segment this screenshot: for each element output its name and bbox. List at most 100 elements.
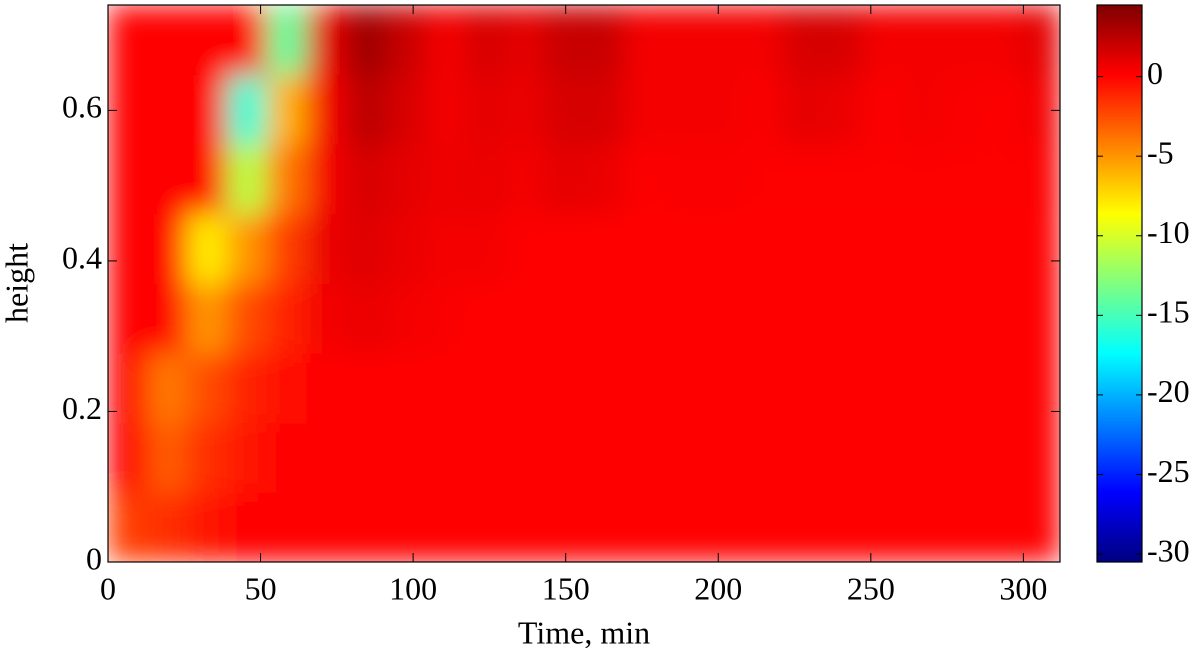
heatmap-cell (346, 213, 387, 284)
heatmap-cell (385, 422, 426, 493)
heatmap-cell (465, 74, 506, 145)
y-tick-label: 0.2 (62, 390, 102, 426)
heatmap-cell (742, 144, 783, 215)
heatmap-cell (504, 283, 545, 354)
heatmap-cell (663, 5, 704, 76)
colorbar-tick-label: 0 (1147, 55, 1163, 91)
heatmap-cell (306, 144, 347, 215)
heatmap-cell (465, 353, 506, 424)
heatmap-cell (187, 422, 228, 493)
heatmap-cell (425, 74, 466, 145)
heatmap-cell (385, 5, 426, 76)
heatmap-cell (822, 283, 863, 354)
heatmap-cell (782, 283, 823, 354)
heatmap-cell (901, 422, 942, 493)
heatmap-cell (147, 74, 188, 145)
heatmap-cell (703, 74, 744, 145)
heatmap-cell (504, 74, 545, 145)
heatmap-cell (584, 492, 625, 562)
heatmap-cell (703, 283, 744, 354)
heatmap-cell (425, 213, 466, 284)
heatmap-cell (147, 144, 188, 215)
heatmap-cell (306, 492, 347, 562)
heatmap-cell (385, 74, 426, 145)
heatmap-cell (425, 353, 466, 424)
heatmap-cell (901, 213, 942, 284)
heatmap-cell (306, 5, 347, 76)
heatmap-cell (980, 353, 1021, 424)
heatmap-cell (108, 283, 149, 354)
heatmap-cell (663, 283, 704, 354)
heatmap-cell (1020, 5, 1060, 76)
heatmap-cell (425, 5, 466, 76)
heatmap-cell (941, 74, 982, 145)
heatmap-cell (663, 492, 704, 562)
heatmap-cell (425, 422, 466, 493)
colorbar-tick-label: -25 (1147, 453, 1190, 489)
heatmap-cell (623, 353, 664, 424)
heatmap-cell (147, 492, 188, 562)
heatmap-cell (663, 74, 704, 145)
heatmap-cell (742, 283, 783, 354)
heatmap-cells (108, 5, 1060, 562)
heatmap-cell (623, 213, 664, 284)
heatmap-cell (147, 422, 188, 493)
heatmap-cell (266, 144, 307, 215)
heatmap-cell (346, 492, 387, 562)
heatmap-cell (1020, 353, 1060, 424)
heatmap-cell (703, 353, 744, 424)
heatmap-cell (108, 492, 149, 562)
heatmap-cell (385, 492, 426, 562)
heatmap-cell (504, 422, 545, 493)
heatmap-cell (822, 74, 863, 145)
heatmap-cell (782, 353, 823, 424)
heatmap-cell (623, 74, 664, 145)
heatmap-cell (861, 5, 902, 76)
heatmap-cell (703, 5, 744, 76)
heatmap-cell (346, 74, 387, 145)
heatmap-cell (187, 353, 228, 424)
heatmap-cell (822, 5, 863, 76)
heatmap-cell (980, 422, 1021, 493)
heatmap-cell (742, 5, 783, 76)
heatmap-cell (425, 283, 466, 354)
heatmap-cell (385, 283, 426, 354)
heatmap-cell (465, 422, 506, 493)
heatmap-cell (584, 74, 625, 145)
heatmap-cell (108, 422, 149, 493)
x-tick-label: 50 (245, 570, 277, 606)
heatmap-cell (623, 422, 664, 493)
heatmap-cell (1020, 283, 1060, 354)
heatmap-cell (465, 144, 506, 215)
heatmap-cell (941, 353, 982, 424)
heatmap-cell (980, 144, 1021, 215)
heatmap-cell (980, 283, 1021, 354)
x-axis-label: Time, min (518, 614, 650, 650)
heatmap-cell (941, 492, 982, 562)
heatmap-cell (346, 353, 387, 424)
heatmap-cell (782, 5, 823, 76)
heatmap-cell (822, 213, 863, 284)
y-tick-label: 0 (86, 540, 102, 576)
heatmap-cell (465, 5, 506, 76)
heatmap-cell (346, 422, 387, 493)
heatmap-cell (227, 492, 268, 562)
y-tick-label: 0.4 (62, 239, 102, 275)
heatmap-cell (1020, 422, 1060, 493)
heatmap-cell (941, 283, 982, 354)
heatmap-cell (108, 353, 149, 424)
heatmap-cell (901, 353, 942, 424)
heatmap-cell (703, 144, 744, 215)
heatmap-cell (901, 283, 942, 354)
x-tick-label: 150 (542, 570, 590, 606)
heatmap-cell (584, 5, 625, 76)
heatmap-cell (266, 422, 307, 493)
heatmap-cell (980, 74, 1021, 145)
heatmap-cell (266, 5, 307, 76)
heatmap-cell (227, 353, 268, 424)
heatmap-cell (266, 74, 307, 145)
heatmap-cell (147, 213, 188, 284)
heatmap-cell (544, 353, 585, 424)
heatmap-cell (623, 492, 664, 562)
